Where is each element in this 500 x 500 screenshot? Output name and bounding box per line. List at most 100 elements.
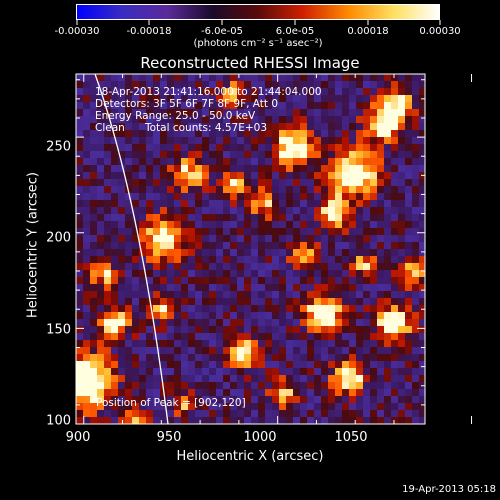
heatmap-cell <box>104 186 111 193</box>
heatmap-cell <box>349 319 356 326</box>
heatmap-cell <box>328 284 335 291</box>
heatmap-cell <box>377 312 384 319</box>
heatmap-cell <box>258 396 265 403</box>
heatmap-cell <box>125 382 132 389</box>
heatmap-cell <box>167 277 174 284</box>
heatmap-cell <box>300 137 307 144</box>
heatmap-cell <box>153 291 160 298</box>
heatmap-cell <box>153 333 160 340</box>
heatmap-cell <box>279 88 286 95</box>
heatmap-cell <box>223 319 230 326</box>
heatmap-cell <box>118 81 125 88</box>
heatmap-cell <box>405 305 412 312</box>
heatmap-cell <box>405 74 412 81</box>
heatmap-cell <box>76 361 83 368</box>
heatmap-cell <box>307 368 314 375</box>
heatmap-cell <box>300 88 307 95</box>
heatmap-cell <box>174 109 181 116</box>
heatmap-cell <box>286 151 293 158</box>
energy-range-label: Energy Range: 25.0 - 50.0 keV <box>95 110 256 122</box>
heatmap-cell <box>405 375 412 382</box>
heatmap-cell <box>377 326 384 333</box>
heatmap-cell <box>174 74 181 81</box>
heatmap-cell <box>349 95 356 102</box>
heatmap-cell <box>111 263 118 270</box>
heatmap-cell <box>412 403 419 410</box>
heatmap-cell <box>398 389 405 396</box>
heatmap-cell <box>286 403 293 410</box>
heatmap-cell <box>202 214 209 221</box>
heatmap-cell <box>181 193 188 200</box>
heatmap-cell <box>405 186 412 193</box>
heatmap-cell <box>111 396 118 403</box>
heatmap-cell <box>209 81 216 88</box>
heatmap-cell <box>125 389 132 396</box>
heatmap-cell <box>181 137 188 144</box>
heatmap-cell <box>356 200 363 207</box>
heatmap-cell <box>342 270 349 277</box>
heatmap-cell <box>307 263 314 270</box>
heatmap-cell <box>258 88 265 95</box>
heatmap-cell <box>132 116 139 123</box>
heatmap-cell <box>398 305 405 312</box>
heatmap-cell <box>321 375 328 382</box>
heatmap-cell <box>132 354 139 361</box>
heatmap-cell <box>307 193 314 200</box>
heatmap-cell <box>335 193 342 200</box>
heatmap-cell <box>265 130 272 137</box>
heatmap-cell <box>328 340 335 347</box>
heatmap-cell <box>293 396 300 403</box>
heatmap-cell <box>90 221 97 228</box>
heatmap-cell <box>83 137 90 144</box>
heatmap-cell <box>335 403 342 410</box>
heatmap-cell <box>272 193 279 200</box>
heatmap-cell <box>104 284 111 291</box>
heatmap-cell <box>279 340 286 347</box>
heatmap-cell <box>111 172 118 179</box>
heatmap-cell <box>153 235 160 242</box>
solar-limb-line <box>94 73 169 425</box>
heatmap-cell <box>174 403 181 410</box>
heatmap-cell <box>83 207 90 214</box>
heatmap-cell <box>363 368 370 375</box>
heatmap-cell <box>90 102 97 109</box>
heatmap-cell <box>265 368 272 375</box>
heatmap-cell <box>104 81 111 88</box>
heatmap-cell <box>286 277 293 284</box>
heatmap-cell <box>111 130 118 137</box>
heatmap-cell <box>286 291 293 298</box>
heatmap-cell <box>384 291 391 298</box>
heatmap-cell <box>384 277 391 284</box>
heatmap-cell <box>419 137 425 144</box>
heatmap-cell <box>111 312 118 319</box>
heatmap-cell <box>188 305 195 312</box>
heatmap-cell <box>419 116 425 123</box>
heatmap-cell <box>244 361 251 368</box>
heatmap-cell <box>279 109 286 116</box>
heatmap-cell <box>356 312 363 319</box>
heatmap-cell <box>412 165 419 172</box>
heatmap-cell <box>251 116 258 123</box>
heatmap-cell <box>188 242 195 249</box>
heatmap-cell <box>398 123 405 130</box>
heatmap-cell <box>384 312 391 319</box>
heatmap-cell <box>377 361 384 368</box>
heatmap-cell <box>279 312 286 319</box>
heatmap-cell <box>370 242 377 249</box>
heatmap-cell <box>265 158 272 165</box>
heatmap-cell <box>321 228 328 235</box>
heatmap-cell <box>349 74 356 81</box>
heatmap-cell <box>258 340 265 347</box>
heatmap-cell <box>104 277 111 284</box>
heatmap-cell <box>90 270 97 277</box>
heatmap-cell <box>377 200 384 207</box>
heatmap-cell <box>258 382 265 389</box>
heatmap-cell <box>286 312 293 319</box>
heatmap-cell <box>419 291 425 298</box>
heatmap-cell <box>419 319 425 326</box>
heatmap-cell <box>195 172 202 179</box>
heatmap-cell <box>167 410 174 417</box>
heatmap-cell <box>146 130 153 137</box>
heatmap-cell <box>377 242 384 249</box>
heatmap-cell <box>216 242 223 249</box>
